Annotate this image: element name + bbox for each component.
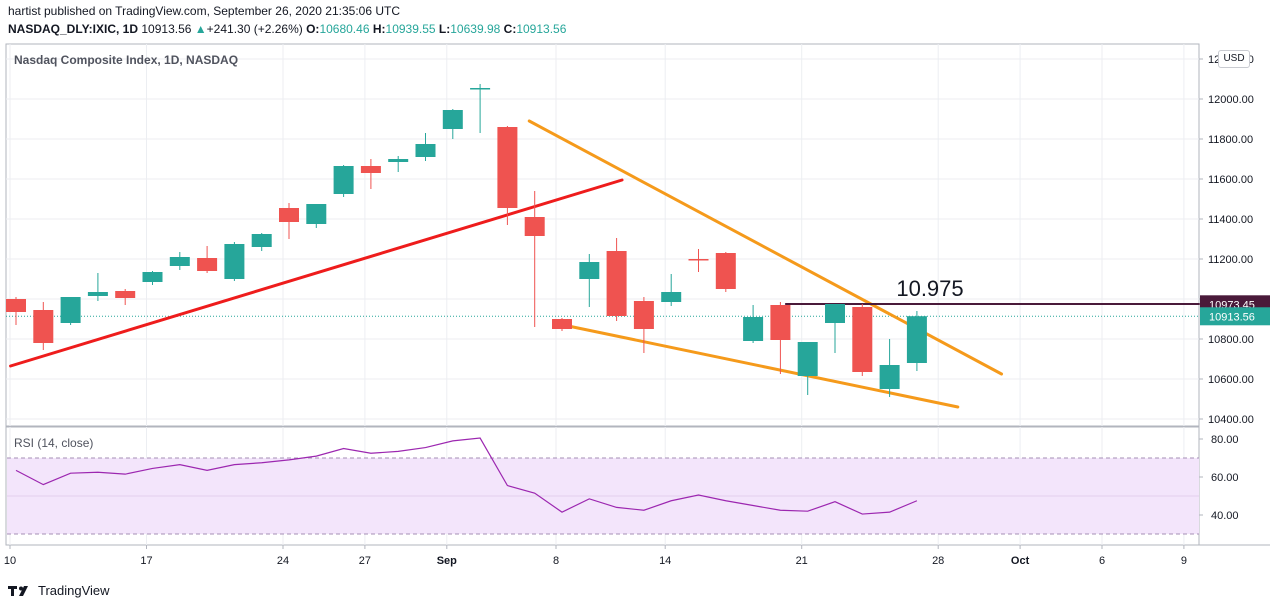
candle-body — [688, 259, 709, 261]
candle-body — [60, 297, 81, 323]
chart-title: Nasdaq Composite Index, 1D, NASDAQ — [14, 53, 238, 67]
candle-body — [715, 253, 736, 289]
time-axis-label: 9 — [1181, 555, 1187, 567]
publish-info: hartist published on TradingView.com, Se… — [8, 4, 401, 18]
last-price: 10913.56 — [141, 22, 192, 36]
rsi-title: RSI (14, close) — [14, 436, 93, 450]
candle-body — [279, 208, 299, 222]
candle-body — [906, 316, 927, 363]
candle-body — [306, 204, 327, 224]
time-axis[interactable]: 10 17 24 27 Sep 8 14 21 28 Oct 6 9 — [4, 545, 1187, 567]
candle-body — [197, 258, 218, 271]
change-value: +241.30 (+2.26%) — [206, 22, 303, 36]
candle-body — [470, 88, 491, 90]
footer-brand[interactable]: TradingView — [8, 583, 110, 598]
main-pane-frame — [5, 43, 1200, 427]
time-axis-label: 10 — [4, 555, 16, 567]
level-annotation[interactable]: 10.975 — [896, 276, 963, 301]
candle-body — [606, 251, 627, 316]
time-axis-label: 21 — [796, 555, 808, 567]
rsi-axis-label: 80.00 — [1211, 434, 1239, 446]
candle-body — [524, 217, 545, 236]
price-axis-label: 11400.00 — [1208, 214, 1253, 226]
price-label-text: 10913.56 — [1209, 311, 1255, 323]
time-axis-label: 14 — [659, 555, 671, 567]
price-axis-label: 11600.00 — [1208, 174, 1253, 186]
candle-body — [879, 365, 900, 389]
trendline-wedge-lower — [552, 321, 960, 409]
time-axis-label: 27 — [359, 555, 371, 567]
ohlc-legend: NASDAQ_DLY:IXIC, 1D 10913.56 ▲+241.30 (+… — [8, 22, 566, 36]
rsi-axis-label: 60.00 — [1211, 472, 1239, 484]
candle-body — [333, 166, 354, 194]
high-value: 10939.55 — [385, 22, 436, 36]
low-label: L: — [438, 22, 451, 36]
time-axis-label: 8 — [553, 555, 559, 567]
candle-body — [388, 159, 409, 162]
close-value: 10913.56 — [516, 22, 567, 36]
candle-body — [852, 307, 873, 372]
candle-body — [142, 272, 163, 282]
candle-body — [633, 301, 654, 329]
candle-body — [6, 299, 26, 312]
rsi-axis-label: 40.00 — [1211, 510, 1239, 522]
candle-body — [442, 110, 463, 129]
price-axis[interactable]: 10400.0010600.0010800.0011000.0011200.00… — [1199, 54, 1254, 426]
candle-body — [825, 304, 845, 323]
currency-badge[interactable]: USD — [1218, 50, 1250, 68]
main-grid — [6, 44, 1199, 545]
candle-body — [415, 144, 436, 157]
time-axis-label: 24 — [277, 555, 289, 567]
trendline-rising-support — [9, 178, 624, 368]
candle-body — [115, 291, 136, 298]
open-value: 10680.46 — [319, 22, 370, 36]
candle-body — [87, 292, 108, 296]
time-axis-label: Oct — [1011, 555, 1030, 567]
symbol-label[interactable]: NASDAQ_DLY:IXIC, 1D — [8, 22, 139, 36]
change-arrow-icon: ▲ — [194, 22, 207, 36]
time-axis-label: 28 — [932, 555, 944, 567]
time-axis-label: 6 — [1099, 555, 1105, 567]
candle-body — [770, 305, 791, 340]
candle-body — [797, 342, 818, 376]
tradingview-logo-icon — [8, 585, 28, 596]
rsi-line — [15, 437, 918, 515]
price-axis-label: 12000.00 — [1208, 94, 1254, 106]
price-label-box — [1200, 307, 1270, 326]
brand-name: TradingView — [38, 583, 110, 598]
rsi-axis[interactable]: 40.00 60.00 80.00 — [1199, 434, 1239, 522]
candle-body — [579, 262, 600, 279]
time-axis-label: Sep — [437, 555, 457, 567]
price-axis-label: 10800.00 — [1208, 334, 1254, 346]
candle-body — [661, 292, 682, 302]
high-label: H: — [372, 22, 386, 36]
time-axis-label: 17 — [140, 555, 152, 567]
trendline-wedge-upper — [527, 119, 1004, 376]
low-value: 10639.98 — [450, 22, 501, 36]
price-axis-label: 10400.00 — [1208, 414, 1254, 426]
open-label: O: — [306, 22, 320, 36]
candle-body — [360, 166, 381, 173]
price-axis-label: 11200.00 — [1208, 254, 1253, 266]
candle-body — [743, 317, 764, 341]
rsi-band — [7, 457, 1199, 535]
candle-body — [169, 257, 190, 266]
rsi-series-line — [15, 437, 918, 515]
candle-body — [552, 319, 572, 329]
candle-body — [33, 310, 54, 343]
price-axis-label: 10600.00 — [1208, 374, 1254, 386]
price-axis-label: 11800.00 — [1208, 134, 1253, 146]
candle-body — [251, 234, 272, 247]
candle-body — [224, 244, 245, 279]
candles — [6, 84, 927, 397]
close-label: C: — [503, 22, 517, 36]
candle-body — [497, 127, 518, 208]
